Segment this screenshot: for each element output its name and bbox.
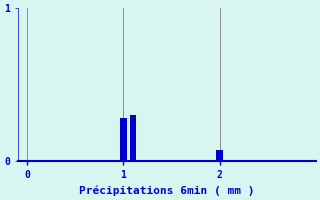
X-axis label: Précipitations 6min ( mm ): Précipitations 6min ( mm ) (79, 185, 254, 196)
Bar (120, 118, 127, 161)
Bar (216, 150, 223, 161)
Bar (130, 115, 136, 161)
